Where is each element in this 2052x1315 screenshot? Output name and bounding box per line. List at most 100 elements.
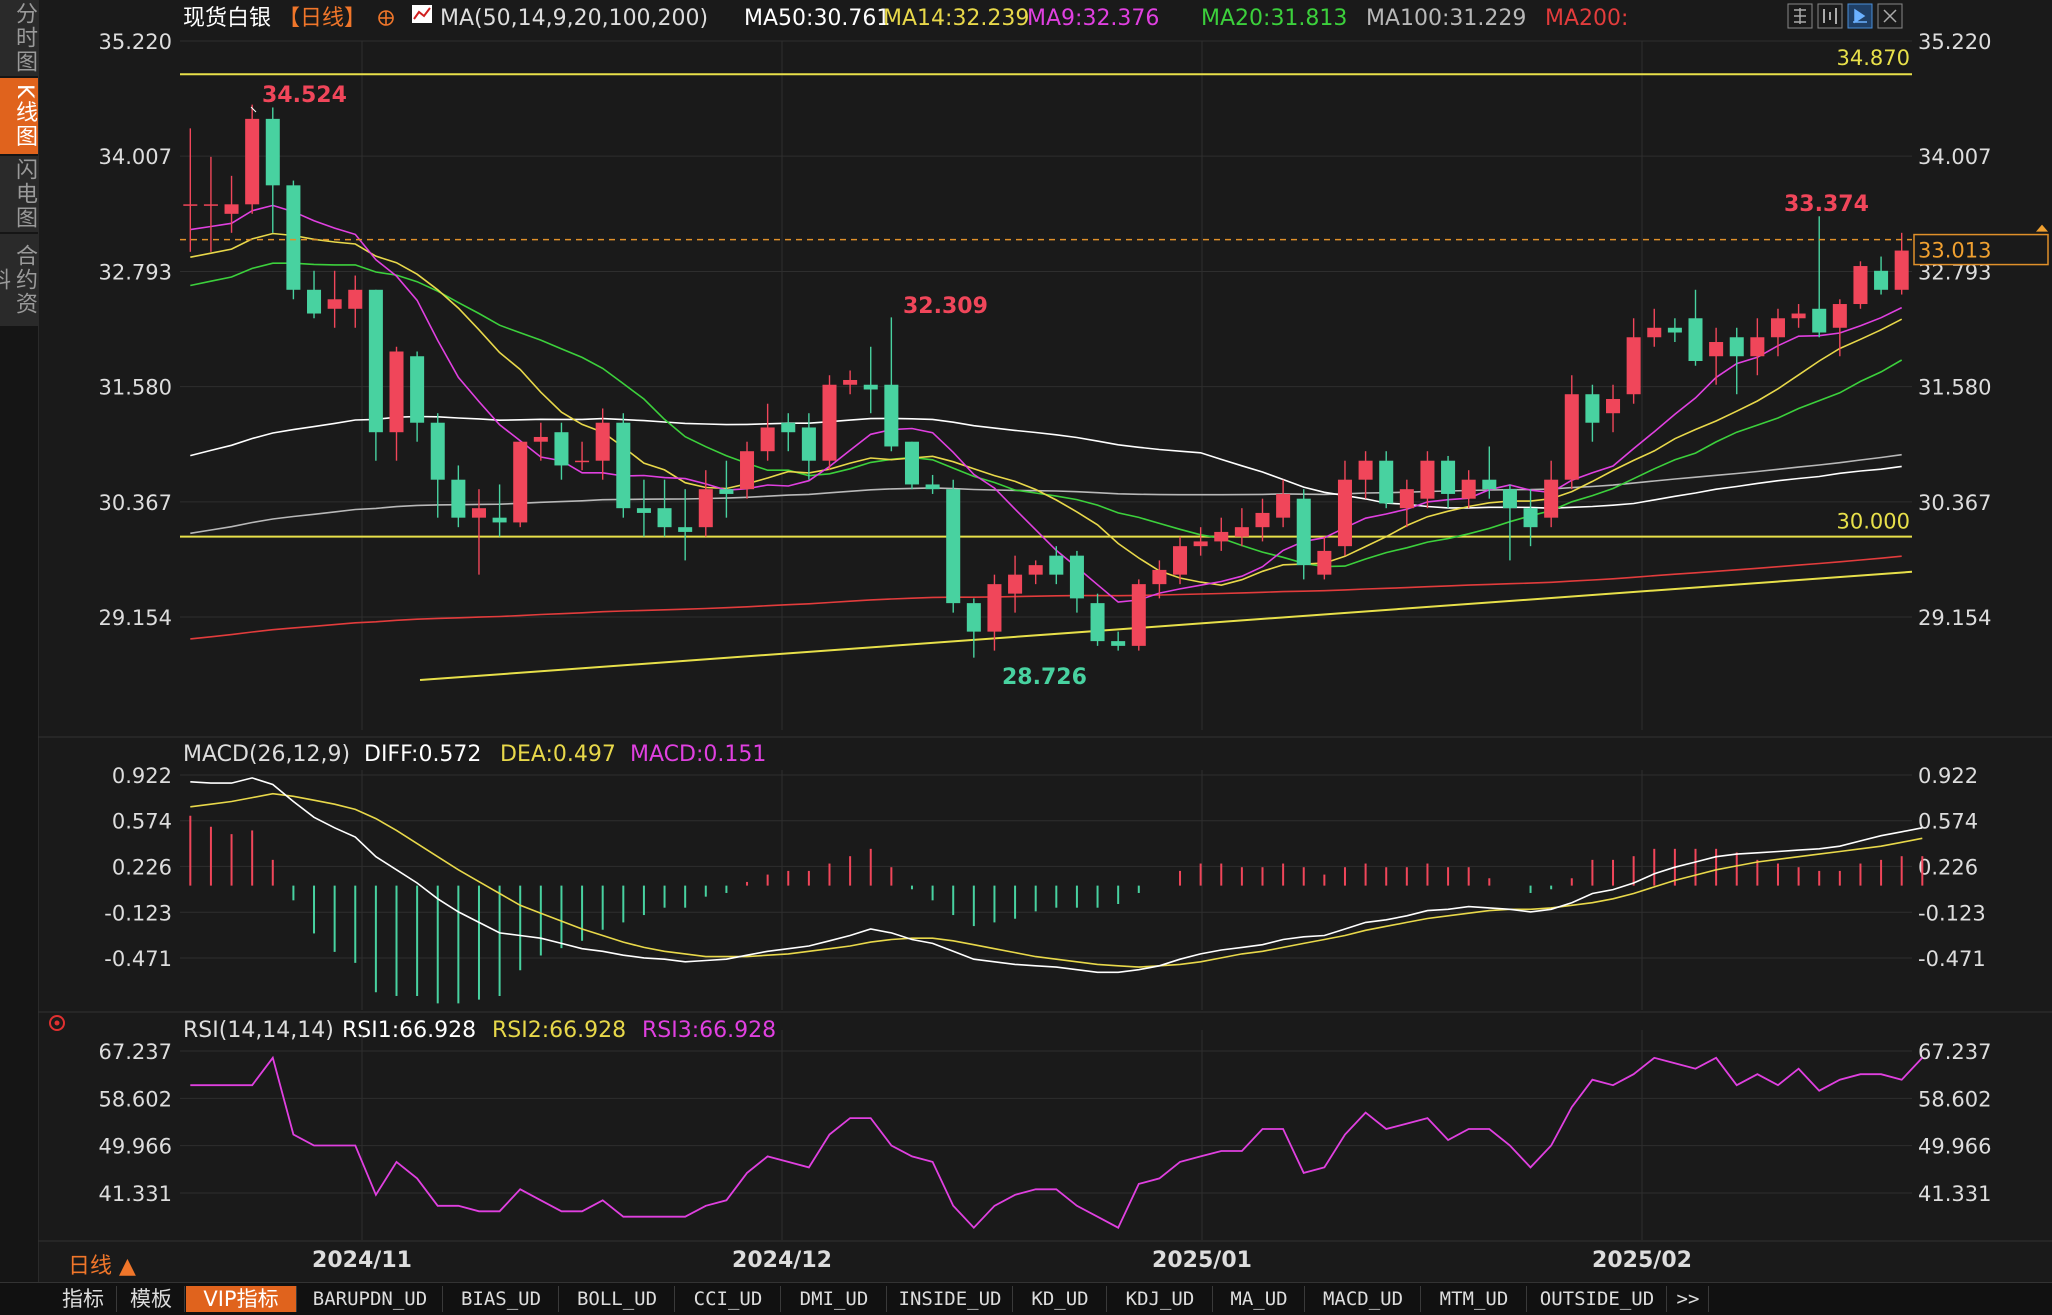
tab-contract-info[interactable]: 合约资料 — [0, 234, 38, 328]
candle-body — [286, 185, 301, 290]
indicator-tab[interactable]: KDJ_UD — [1108, 1286, 1213, 1312]
macd-tick-left: -0.471 — [104, 947, 172, 971]
rsi-tick-left: 67.237 — [99, 1040, 172, 1064]
candle-body — [1626, 337, 1641, 395]
macd-tick-left: 0.226 — [112, 855, 172, 879]
macd-hist-value: MACD:0.151 — [630, 742, 766, 767]
candle-body — [1255, 512, 1270, 528]
price-tick-right: 30.367 — [1918, 491, 1991, 515]
period-tag[interactable]: 【日线】 — [278, 6, 366, 31]
ma-value: MA20:31.813 — [1201, 6, 1347, 31]
price-tick-right: 35.220 — [1918, 30, 1991, 54]
candle-body — [1832, 304, 1847, 328]
kline-chart[interactable]: 现货白银 【日线】 MA(50,14,9,20,100,200) MA50:30… — [0, 0, 2052, 1282]
indicator-tab[interactable]: INSIDE_UD — [888, 1286, 1013, 1312]
candle-body — [410, 356, 425, 423]
indicator-tab[interactable]: BARUPDN_UD — [298, 1286, 443, 1312]
candle-body — [863, 384, 878, 390]
fullscreen-icon[interactable] — [1877, 3, 1903, 29]
candle-body — [1502, 489, 1517, 509]
candle-body — [595, 422, 610, 461]
candle-body — [966, 603, 981, 632]
candle-body — [451, 479, 466, 518]
rsi1-value: RSI1:66.928 — [342, 1018, 476, 1043]
indicator-tab[interactable]: DMI_UD — [782, 1286, 887, 1312]
rsi2-value: RSI2:66.928 — [492, 1018, 626, 1043]
candle-body — [1770, 318, 1785, 338]
indicator-tab-bar: 指标 模板 VIP指标 BARUPDN_UD BIAS_UD BOLL_UD CCI_UD D… — [0, 1282, 2052, 1315]
price-tick-left: 32.793 — [99, 260, 172, 284]
rsi-settings-icon[interactable] — [49, 1015, 65, 1031]
period-selector[interactable]: 日线 ▲ — [68, 1254, 136, 1279]
indicator-tab[interactable]: MACD_UD — [1306, 1286, 1421, 1312]
indicator-tab[interactable]: OUTSIDE_UD — [1528, 1286, 1667, 1312]
price-tick-left: 31.580 — [99, 376, 172, 400]
tab-kline[interactable]: K线图 — [0, 78, 38, 156]
candle-body — [327, 299, 342, 309]
candle-body — [822, 384, 837, 461]
ma-value: MA50:30.761 — [744, 6, 890, 31]
chart-toolbar — [1787, 3, 1903, 29]
grid-layout-icon[interactable] — [1787, 3, 1813, 29]
indicator-tab[interactable]: >> — [1668, 1286, 1709, 1312]
candle-body — [843, 379, 858, 385]
price-tick-right: 34.007 — [1918, 145, 1991, 169]
indicator-tab[interactable]: CCI_UD — [676, 1286, 781, 1312]
candle-body — [1234, 527, 1249, 537]
candle-body — [1358, 460, 1373, 480]
candle-body — [203, 204, 218, 206]
candle-body — [1688, 318, 1703, 361]
candle-body — [1152, 569, 1167, 585]
price-tick-right: 29.154 — [1918, 606, 1991, 630]
candle-body — [471, 508, 486, 518]
candle-body — [265, 118, 280, 186]
indicator-tab[interactable]: MTM_UD — [1422, 1286, 1527, 1312]
indicator-tab[interactable]: MA_UD — [1214, 1286, 1305, 1312]
candle-body — [1441, 460, 1456, 494]
candle-body — [904, 441, 919, 485]
settings-crosshair-icon[interactable] — [378, 10, 394, 26]
macd-panel: MACD(26,12,9) DIFF:0.572 DEA:0.497 MACD:0.1… — [38, 742, 2052, 1013]
price-tick-right: 31.580 — [1918, 376, 1991, 400]
tab-flash-chart[interactable]: 闪电图 — [0, 156, 38, 234]
rsi-tick-left: 41.331 — [99, 1182, 172, 1206]
candle-body — [1173, 546, 1188, 575]
candle-body — [1647, 327, 1662, 338]
candle-style-icon[interactable] — [1817, 3, 1843, 29]
candle-body — [1193, 541, 1208, 547]
candle-body — [1667, 327, 1682, 333]
macd-dea-value: DEA:0.497 — [500, 742, 616, 767]
indicator-tab[interactable]: VIP指标 — [186, 1286, 297, 1312]
indicator-tab[interactable]: 指标 — [50, 1286, 117, 1312]
diff-line — [190, 777, 1923, 974]
candle-body — [1874, 270, 1889, 290]
macd-tick-right: -0.471 — [1918, 947, 1986, 971]
indicator-tab[interactable]: BOLL_UD — [560, 1286, 675, 1312]
low-annotation: 28.726 — [1002, 665, 1087, 690]
dea-line — [190, 792, 1923, 968]
indicator-tab[interactable]: BIAS_UD — [444, 1286, 559, 1312]
candle-body — [1564, 394, 1579, 480]
candle-body — [389, 351, 404, 433]
indicator-tab[interactable]: KD_UD — [1014, 1286, 1107, 1312]
candle-body — [1606, 398, 1621, 414]
candle-body — [1709, 342, 1724, 357]
ma100-line — [190, 453, 1902, 535]
indicator-tab[interactable]: 模板 — [118, 1286, 185, 1312]
macd-diff-value: DIFF:0.572 — [364, 742, 481, 767]
candle-body — [1008, 574, 1023, 594]
macd-title: MACD(26,12,9) — [183, 742, 350, 767]
candle-body — [183, 204, 198, 206]
candle-body — [1379, 460, 1394, 504]
candle-body — [616, 422, 631, 509]
left-tab-bar: 分时图 K线图 闪电图 合约资料 — [0, 0, 39, 1314]
rsi-line — [190, 1055, 1923, 1230]
price-tick-left: 29.154 — [99, 606, 172, 630]
rsi-panel: RSI(14,14,14) RSI1:66.928 RSI2:66.928 RSI3:… — [49, 1015, 1991, 1240]
price-alert-icon — [2036, 224, 2048, 232]
candle-body — [348, 289, 363, 309]
indicator-chart-icon[interactable] — [412, 5, 432, 23]
tab-timeshare[interactable]: 分时图 — [0, 0, 38, 78]
macd-tick-right: 0.922 — [1918, 764, 1978, 788]
macd-tick-right: 0.574 — [1918, 810, 1978, 834]
